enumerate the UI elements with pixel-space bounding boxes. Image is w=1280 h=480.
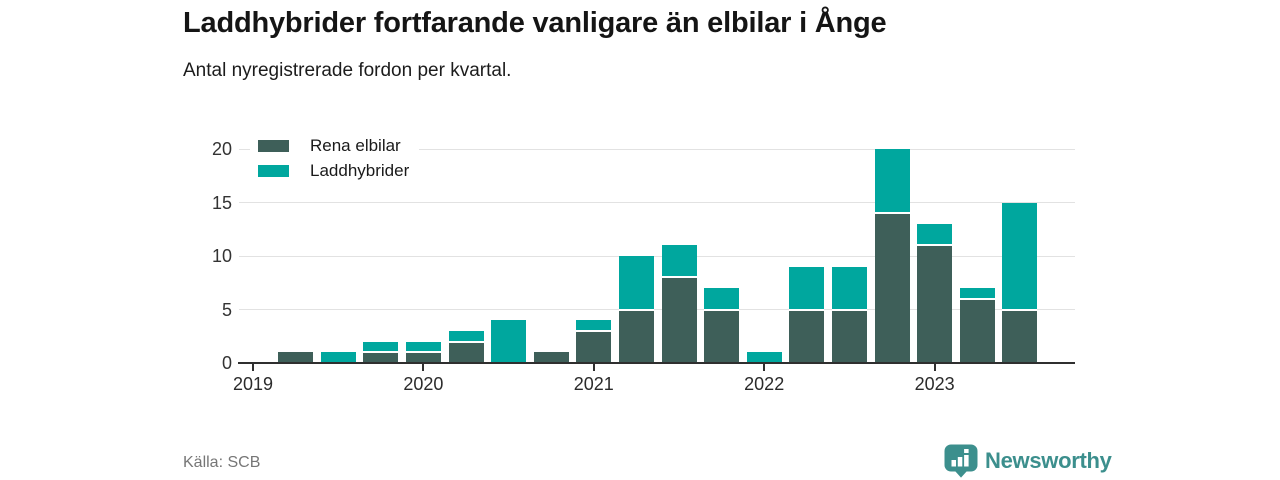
x-axis-tick-2022 [763,364,766,371]
bar-2021-q3-rena-elbilar [661,277,697,363]
bar-2020-q1-rena-elbilar [405,352,441,363]
brand-name: Newsworthy [985,448,1112,473]
bar-segment-separator [959,297,995,300]
bar-2023-q1-laddhybrider [917,223,953,246]
x-axis-label-2019: 2019 [232,374,274,394]
bar-2023-q2-laddhybrider [959,288,995,299]
bar-chart-speech-bubble-icon [944,444,978,478]
source-note: Källa: SCB [183,454,261,471]
bar-2023-q3-laddhybrider [1002,202,1038,310]
bar-segment-separator [917,244,953,247]
x-axis-label-2022: 2022 [744,374,785,394]
bar-2021-q3-laddhybrider [661,245,697,278]
bar-2019-q4-laddhybrider [363,341,399,353]
legend-item-rena-elbilar: Rena elbilar [258,133,409,158]
bar-2023-q3-rena-elbilar [1002,309,1038,363]
bar-2019-q2-rena-elbilar [278,352,314,363]
bar-2023-q2-rena-elbilar [959,298,995,363]
bar-segment-separator [704,308,740,311]
y-axis-label-5: 5 [221,299,232,320]
x-axis-tick-2023 [933,364,936,371]
bar-2022-q1-laddhybrider [746,352,782,363]
page-subtitle: Antal nyregistrerade fordon per kvartal. [183,60,512,81]
legend-swatch-rena-elbilar [258,139,289,152]
legend-item-laddhybrider: Laddhybrider [258,158,409,183]
bar-2019-q3-laddhybrider [320,352,356,363]
legend-label: Laddhybrider [310,160,410,180]
x-axis-tick-2020 [422,364,425,371]
bar-2022-q2-rena-elbilar [789,309,825,363]
bar-2021-q1-rena-elbilar [576,330,612,363]
bar-segment-separator [661,276,697,279]
bar-segment-separator [1002,308,1038,311]
y-axis-label-20: 20 [211,139,232,159]
y-axis-label-0: 0 [221,353,232,373]
bar-2020-q2-laddhybrider [448,330,484,342]
bar-2022-q2-laddhybrider [789,266,825,310]
bar-segment-separator [448,340,484,343]
bar-2022-q3-rena-elbilar [831,309,867,363]
bar-segment-separator [831,308,867,311]
bar-segment-separator [618,308,654,311]
bar-segment-separator [789,308,825,311]
bar-2021-q2-rena-elbilar [618,309,654,363]
bar-2020-q2-rena-elbilar [448,341,484,363]
bar-2019-q4-rena-elbilar [363,352,399,363]
legend-label: Rena elbilar [310,135,401,155]
gridline-5 [239,309,1075,310]
y-axis-label-10: 10 [211,246,232,266]
bar-2023-q1-rena-elbilar [917,245,953,363]
bar-2021-q4-rena-elbilar [704,309,740,363]
bar-segment-separator [363,351,399,354]
bar-segment-separator [576,329,612,332]
bar-2021-q1-laddhybrider [576,320,612,331]
bar-2021-q2-laddhybrider [618,256,654,310]
bar-2022-q3-laddhybrider [831,266,867,310]
x-axis-tick-2021 [592,364,595,371]
bar-2021-q4-laddhybrider [704,288,740,310]
bar-segment-separator [874,212,910,215]
page-title: Laddhybrider fortfarande vanligare än el… [183,7,887,39]
x-axis-line [238,361,1075,364]
gridline-10 [239,255,1075,257]
bar-2020-q1-laddhybrider [405,341,441,353]
bar-2022-q4-rena-elbilar [874,213,910,363]
gridline-15 [239,202,1075,203]
gridline-20 [239,148,1075,150]
bar-2020-q3-laddhybrider [491,320,527,363]
y-axis-label-15: 15 [211,192,232,213]
x-axis-label-2023: 2023 [914,374,955,394]
bar-segment-separator [405,351,441,354]
bar-2022-q4-laddhybrider [874,149,910,214]
newsworthy-logo: Newsworthy [944,444,1112,478]
legend-swatch-laddhybrider [258,164,289,177]
x-axis-label-2021: 2021 [573,374,614,394]
bar-2020-q4-rena-elbilar [533,352,569,363]
chart-legend: Rena elbilar Laddhybrider [250,131,420,185]
x-axis-label-2020: 2020 [403,374,444,394]
x-axis-tick-2019 [252,364,254,371]
